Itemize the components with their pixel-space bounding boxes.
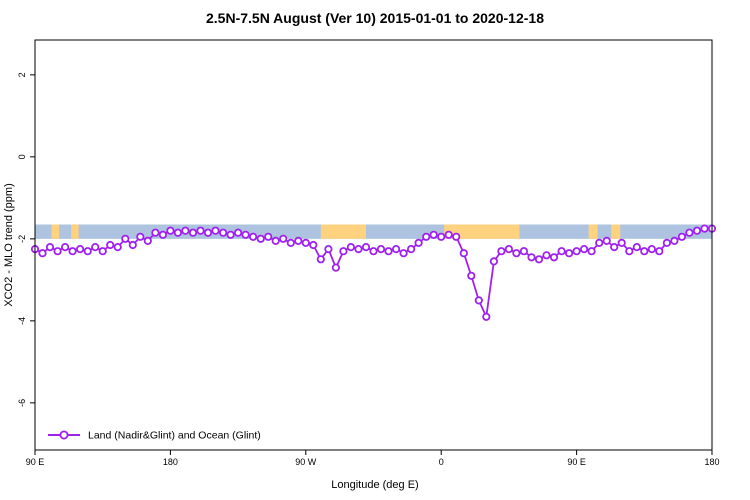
svg-text:-2: -2 <box>17 235 27 243</box>
svg-text:-4: -4 <box>17 317 27 325</box>
x-axis-label: Longitude (deg E) <box>331 479 418 491</box>
svg-text:90 E: 90 E <box>567 457 586 467</box>
svg-text:2: 2 <box>17 72 27 77</box>
svg-text:180: 180 <box>163 457 178 467</box>
svg-text:0: 0 <box>17 154 27 159</box>
land-ocean-band <box>35 224 712 239</box>
svg-text:90 E: 90 E <box>26 457 45 467</box>
data-series <box>30 224 717 321</box>
svg-text:-6: -6 <box>17 399 27 407</box>
legend-label: Land (Nadir&Glint) and Ocean (Glint) <box>88 430 261 442</box>
legend-marker-icon <box>59 430 69 440</box>
y-axis-label: XCO2 - MLO trend (ppm) <box>3 183 15 306</box>
svg-text:0: 0 <box>439 457 444 467</box>
chart-title: 2.5N-7.5N August (Ver 10) 2015-01-01 to … <box>206 10 544 26</box>
plot-border <box>34 39 713 451</box>
svg-text:90 W: 90 W <box>295 457 317 467</box>
legend: Land (Nadir&Glint) and Ocean (Glint) <box>48 430 261 442</box>
svg-text:180: 180 <box>704 457 719 467</box>
axes: 90 E 180 90 W 0 90 E 180 2 0 -2 -4 -6 <box>17 72 720 467</box>
